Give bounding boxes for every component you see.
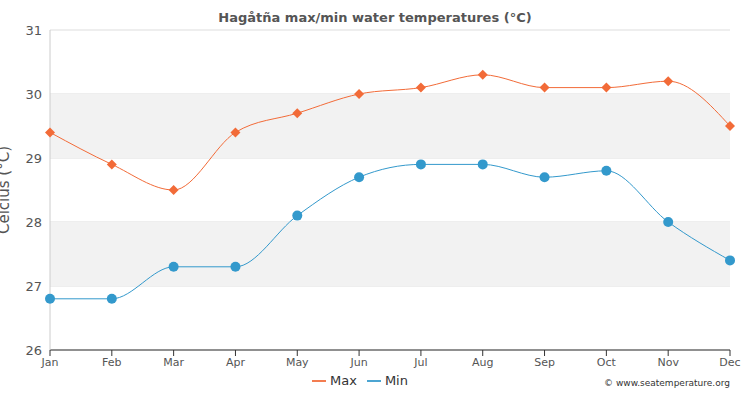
html-text:Min: Min <box>384 373 408 388</box>
svg-text:Jan: Jan <box>41 356 59 369</box>
svg-text:30: 30 <box>25 87 42 102</box>
html-text:Hagåtña max/min water temperat: Hagåtña max/min water temperatures (°C) <box>218 10 532 25</box>
svg-text:Aug: Aug <box>472 356 493 369</box>
svg-text:Jun: Jun <box>349 356 367 369</box>
svg-text:27: 27 <box>25 279 42 294</box>
svg-text:May: May <box>286 356 309 369</box>
svg-text:Sep: Sep <box>534 356 555 369</box>
svg-text:29: 29 <box>25 151 42 166</box>
svg-text:26: 26 <box>25 343 42 358</box>
svg-text:28: 28 <box>25 215 42 230</box>
svg-text:Jul: Jul <box>413 356 427 369</box>
svg-text:Dec: Dec <box>719 356 740 369</box>
svg-text:Apr: Apr <box>226 356 246 369</box>
svg-text:Feb: Feb <box>102 356 121 369</box>
svg-text:Mar: Mar <box>163 356 184 369</box>
svg-text:Oct: Oct <box>597 356 617 369</box>
svg-text:31: 31 <box>25 23 42 38</box>
html-text:Max: Max <box>330 373 357 388</box>
svg-text:Celcius (°C): Celcius (°C) <box>8 146 13 234</box>
html-text:© www.seatemperature.org: © www.seatemperature.org <box>604 378 730 388</box>
svg-text:Nov: Nov <box>657 356 679 369</box>
